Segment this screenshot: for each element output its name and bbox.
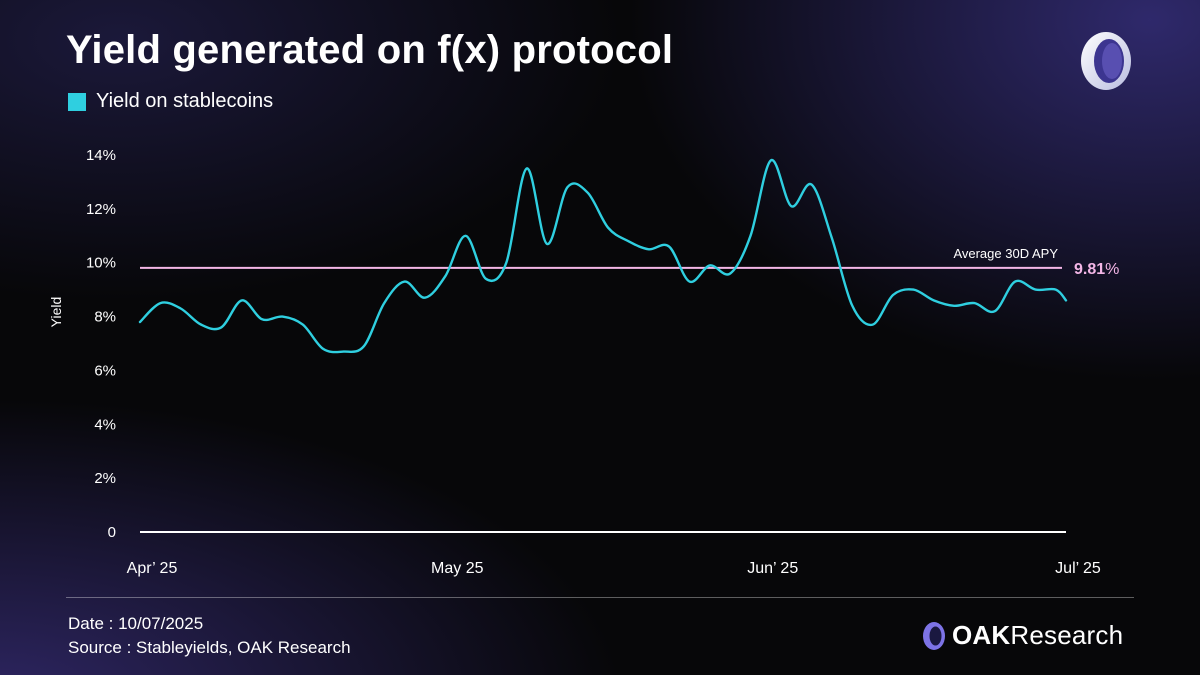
y-tick-label: 2%: [94, 470, 116, 487]
y-tick-label: 0: [108, 524, 116, 541]
x-tick-label: Jun’ 25: [747, 560, 798, 577]
oak-logo-icon: [923, 621, 945, 650]
x-tick-label: Apr’ 25: [127, 560, 178, 577]
average-apy-value-number: 9.81: [1074, 261, 1105, 278]
brand-name-light: Research: [1010, 620, 1124, 650]
y-tick-label: 4%: [94, 416, 116, 433]
footer-date: Date : 10/07/2025: [68, 614, 204, 633]
x-tick-label: Jul’ 25: [1055, 560, 1101, 577]
x-tick-label: May 25: [431, 560, 484, 577]
footer-source: Source : Stableyields, OAK Research: [68, 638, 351, 657]
y-tick-label: 8%: [94, 309, 116, 326]
chart-title: Yield generated on f(x) protocol: [66, 28, 674, 72]
footer-info: Date : 10/07/2025 Source : Stableyields,…: [68, 612, 351, 660]
y-tick-label: 6%: [94, 362, 116, 379]
y-axis-label: Yield: [48, 297, 64, 328]
average-apy-value-unit: %: [1105, 261, 1119, 278]
legend-swatch: [68, 92, 86, 111]
average-apy-value: 9.81%: [1074, 261, 1119, 278]
y-tick-label: 14%: [86, 147, 116, 164]
legend-label: Yield on stablecoins: [96, 90, 274, 112]
y-tick-label: 10%: [86, 255, 116, 272]
average-apy-label: Average 30D APY: [953, 246, 1058, 261]
oak-ring-logo-icon: [1081, 32, 1131, 90]
brand-logo: OAKResearch: [922, 620, 1123, 651]
footer-divider: [66, 597, 1134, 598]
brand-name: OAKResearch: [952, 620, 1123, 651]
y-tick-label: 12%: [86, 201, 116, 218]
line-chart: Yield 14% 12% 10% 8% 6% 4% 2% 0 Apr’ 25 May 25 Jun’…: [48, 147, 1119, 577]
chart-legend: Yield on stablecoins: [68, 90, 273, 113]
brand-name-bold: OAK: [952, 620, 1011, 650]
series-line-yield-on-stablecoins: [138, 159, 1068, 354]
